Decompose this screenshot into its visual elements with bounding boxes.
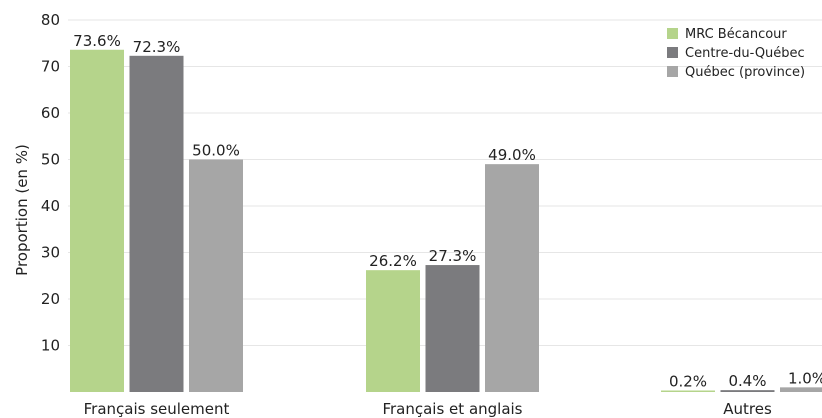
y-tick-label: 20 [41,290,60,308]
y-tick-label: 40 [41,197,60,215]
y-axis-ticks: 10 20 30 40 50 60 70 80 [41,11,60,355]
legend-swatch [667,28,678,39]
y-axis-title: Proportion (en %) [13,144,31,276]
data-label: 1.0% [788,369,822,387]
data-label: 26.2% [369,252,417,270]
data-label: 49.0% [488,146,536,164]
category-label: Français seulement [84,400,230,418]
data-label: 50.0% [192,142,240,160]
bar [485,164,539,392]
legend-label: Centre-du-Québec [685,46,805,61]
legend-swatch [667,47,678,58]
y-tick-label: 50 [41,151,60,169]
legend-label: MRC Bécancour [685,27,787,42]
data-label: 0.4% [728,372,766,390]
bar [425,265,480,392]
bar [661,390,715,392]
category-label: Autres [723,400,772,418]
bars [70,49,822,393]
bar [70,49,124,392]
bar [366,270,420,392]
bar [129,55,184,393]
data-label: 0.2% [669,373,707,391]
data-label: 27.3% [429,247,477,265]
y-tick-label: 10 [41,337,60,355]
data-label: 73.6% [73,32,121,50]
y-tick-label: 70 [41,58,60,76]
x-axis-categories: Français seulement Français et anglais Aut… [84,400,772,418]
data-labels: 73.6% 26.2% 0.2% 72.3% 27.3% 0.4% 50.0% 49.0% 1.… [73,32,822,391]
y-tick-label: 60 [41,104,60,122]
legend: MRC Bécancour Centre-du-Québec Québec (pro… [667,27,805,80]
legend-swatch [667,66,678,77]
category-label: Français et anglais [382,400,522,418]
y-tick-label: 30 [41,244,60,262]
bar [780,387,822,392]
data-label: 72.3% [133,38,181,56]
y-tick-label: 80 [41,11,60,29]
bar [189,159,243,392]
bar [720,390,775,392]
legend-label: Québec (province) [685,65,805,80]
